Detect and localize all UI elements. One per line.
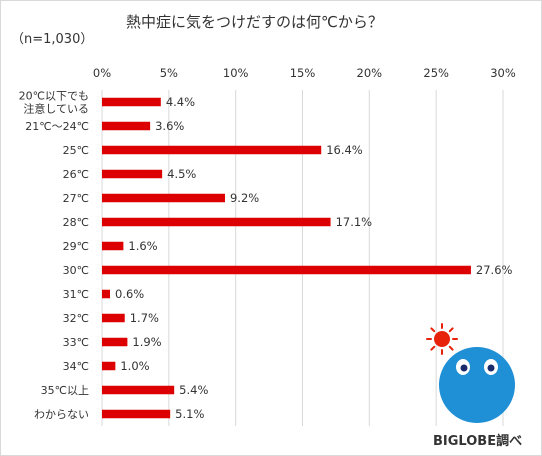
category-label: 21℃～24℃ xyxy=(25,120,89,133)
mascot xyxy=(426,323,515,423)
x-axis-ticks: 0% 5% 10% 15% 20% 25% 30% xyxy=(93,66,516,80)
x-tick-label: 25% xyxy=(423,66,449,80)
mascot-body xyxy=(439,347,515,423)
sun-ray xyxy=(448,345,454,351)
sun-rays xyxy=(426,323,458,355)
chart-title: 熱中症に気をつけだすのは何℃から？ xyxy=(126,13,383,31)
category-label: 30℃ xyxy=(63,264,89,277)
bar xyxy=(102,241,124,251)
value-label: 0.6% xyxy=(115,287,144,301)
bar xyxy=(102,313,125,323)
sample-size: （n=1,030） xyxy=(11,32,93,47)
x-tick-label: 0% xyxy=(93,66,111,80)
category-label: 27℃ xyxy=(63,192,89,205)
bar xyxy=(102,121,151,131)
category-label: 31℃ xyxy=(63,288,89,301)
bars xyxy=(102,97,471,419)
bar xyxy=(102,217,331,227)
mascot-right-pupil xyxy=(487,364,495,372)
bar xyxy=(102,145,322,155)
sun-ray xyxy=(430,345,436,351)
category-label: 28℃ xyxy=(63,216,89,229)
bar xyxy=(102,409,171,419)
value-label: 1.6% xyxy=(128,239,157,253)
source-credit: BIGLOBE調べ xyxy=(433,433,522,449)
category-label: 26℃ xyxy=(63,168,89,181)
x-tick-label: 5% xyxy=(160,66,178,80)
category-label: 29℃ xyxy=(63,240,89,253)
value-label: 1.9% xyxy=(132,335,161,349)
value-label: 5.1% xyxy=(175,407,204,421)
bar xyxy=(102,337,128,347)
value-label: 5.4% xyxy=(179,383,208,397)
value-label: 9.2% xyxy=(230,191,259,205)
category-label: 20℃以下でも注意している xyxy=(19,90,89,116)
value-label: 1.7% xyxy=(130,311,159,325)
value-label: 3.6% xyxy=(155,119,184,133)
value-label: 27.6% xyxy=(476,263,513,277)
category-label: 33℃ xyxy=(63,336,89,349)
value-label: 4.5% xyxy=(167,167,196,181)
value-label: 16.4% xyxy=(326,143,363,157)
value-label: 4.4% xyxy=(166,95,195,109)
category-label: 35℃以上 xyxy=(41,384,89,397)
value-label: 17.1% xyxy=(336,215,373,229)
x-tick-label: 10% xyxy=(223,66,249,80)
category-label: 34℃ xyxy=(63,360,89,373)
category-label: わからない xyxy=(34,408,89,421)
bar xyxy=(102,193,225,203)
category-label: 25℃ xyxy=(63,144,89,157)
bar xyxy=(102,289,111,299)
sun-ray xyxy=(430,327,436,333)
value-labels: 4.4% 3.6% 16.4% 4.5% 9.2% 17.1% 1.6% 27.6% 0.6% 1… xyxy=(115,95,513,421)
bar xyxy=(102,169,163,179)
value-label: 1.0% xyxy=(120,359,149,373)
x-tick-label: 30% xyxy=(490,66,516,80)
bar xyxy=(102,265,471,275)
sun-icon xyxy=(434,331,450,347)
sun-ray xyxy=(448,327,454,333)
x-tick-label: 20% xyxy=(357,66,383,80)
mascot-left-pupil xyxy=(460,364,468,372)
x-tick-label: 15% xyxy=(290,66,316,80)
category-label: 32℃ xyxy=(63,312,89,325)
category-labels: 20℃以下でも注意している 21℃～24℃ 25℃ 26℃ 27℃ 28℃ 29℃ 30℃ 31… xyxy=(19,90,89,422)
bar xyxy=(102,361,116,371)
bar xyxy=(102,385,175,395)
bar xyxy=(102,97,161,107)
